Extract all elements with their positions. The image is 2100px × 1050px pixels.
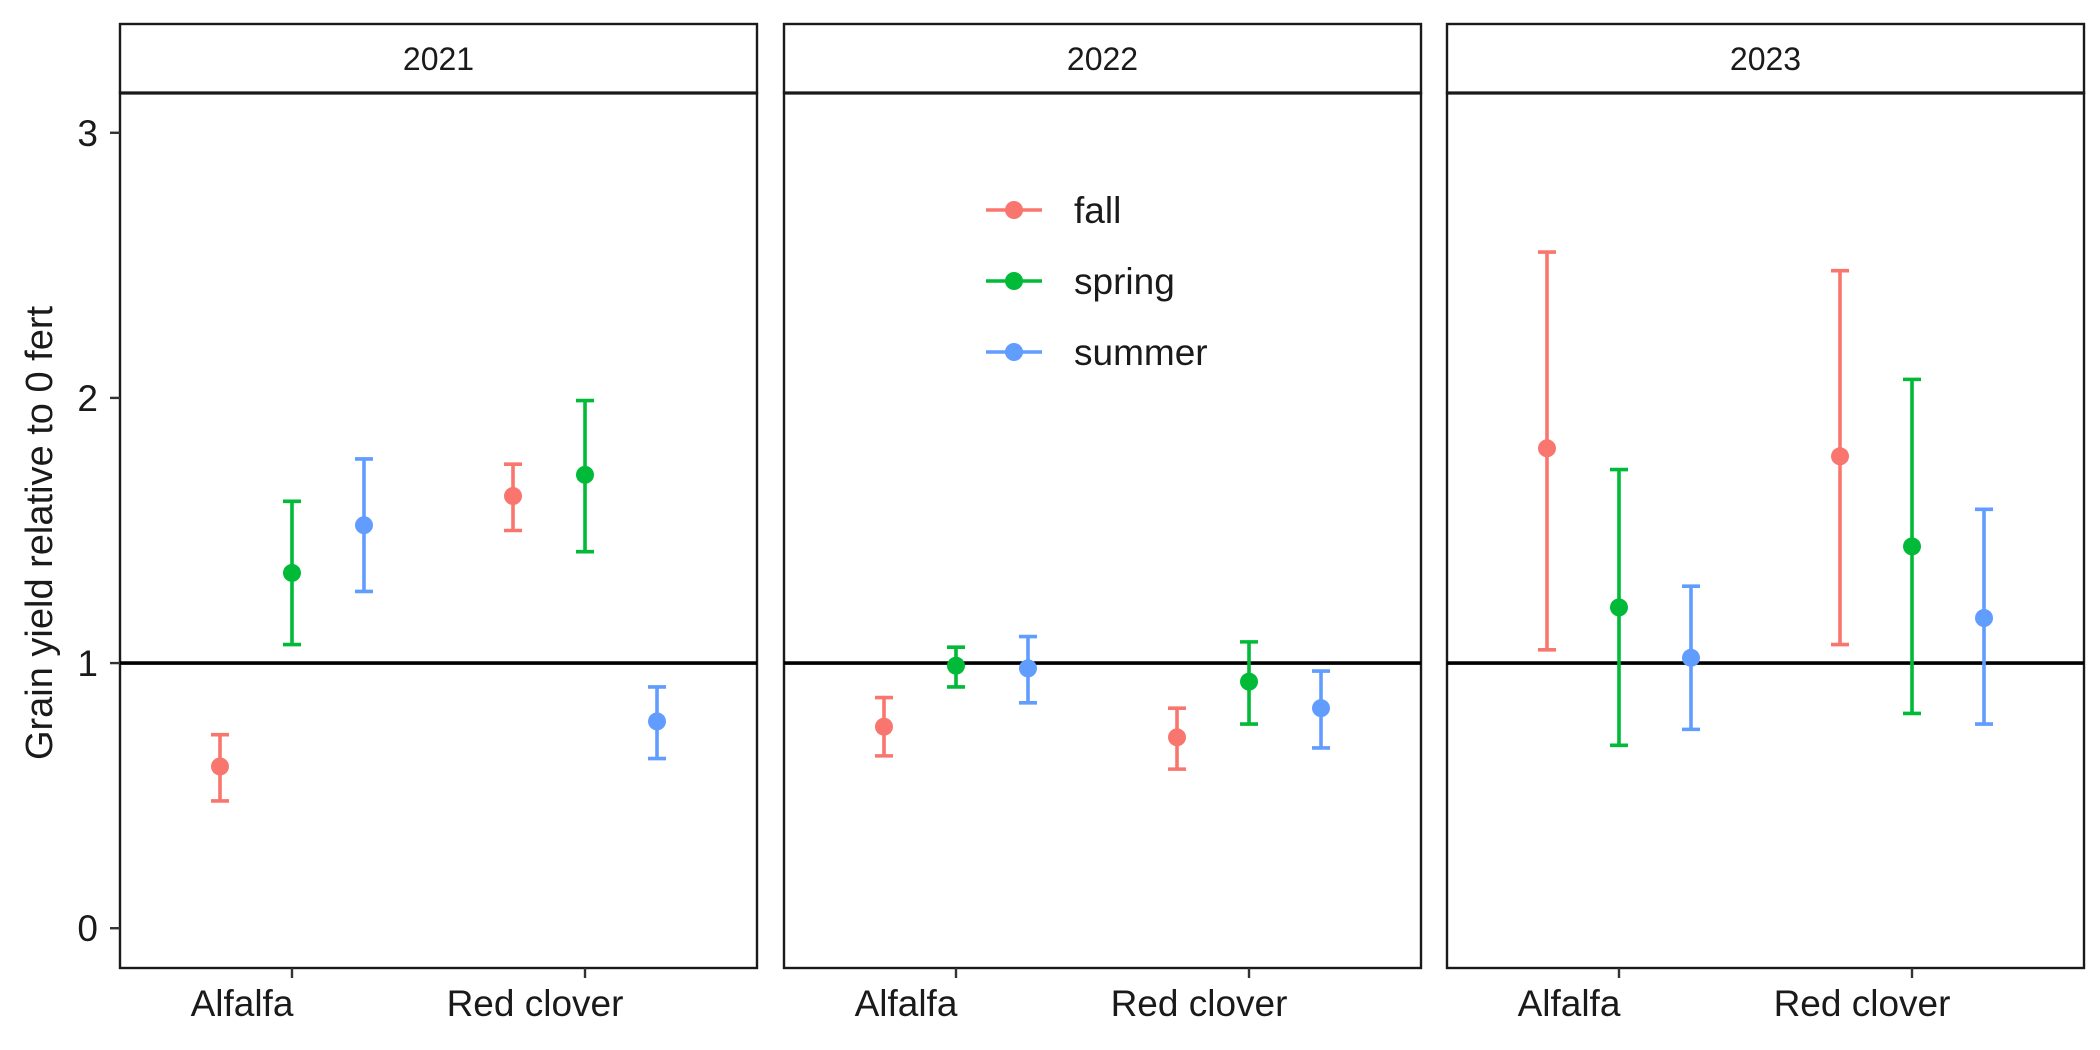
point-marker — [1609, 598, 1628, 617]
panel-border — [1445, 91, 2086, 970]
point-marker — [354, 516, 373, 535]
data-point-spring — [946, 645, 965, 689]
data-point-summer — [648, 685, 667, 761]
point-marker — [946, 656, 965, 675]
data-point-spring — [1903, 377, 1922, 716]
point-marker — [282, 563, 301, 582]
point-marker — [1240, 672, 1259, 691]
legend-key-marker — [1005, 201, 1023, 219]
facet-strip-label: 2022 — [1067, 41, 1138, 77]
legend-key-marker — [1005, 343, 1023, 361]
y-axis: 0 1 2 3 — [77, 113, 120, 949]
point-marker — [648, 712, 667, 731]
x-tick-label: Red clover — [1111, 983, 1288, 1024]
data-point-fall — [504, 462, 523, 533]
y-axis-label: Grain yield relative to 0 fert — [19, 306, 61, 761]
legend-item-fall: fall — [986, 190, 1121, 231]
data-point-spring — [1240, 640, 1259, 726]
data-point-summer — [1312, 669, 1331, 750]
facet-panel-2023: 2023 Alfalfa Red clover — [1445, 22, 2086, 1024]
point-marker — [1312, 699, 1331, 718]
point-marker — [1168, 728, 1187, 747]
point-marker — [1018, 659, 1037, 678]
data-point-fall — [874, 695, 893, 758]
point-marker — [576, 465, 595, 484]
y-tick-label: 1 — [77, 643, 98, 684]
facet-strip — [118, 22, 759, 95]
x-tick-label: Alfalfa — [1518, 983, 1621, 1024]
data-point-spring — [282, 499, 301, 647]
data-point-summer — [1975, 507, 1994, 726]
data-point-fall — [1168, 706, 1187, 771]
panel-border — [118, 91, 759, 970]
data-point-fall — [1831, 268, 1850, 647]
x-tick-label: Red clover — [447, 983, 624, 1024]
point-marker — [874, 717, 893, 736]
legend-key-marker — [1005, 272, 1023, 290]
legend-label: summer — [1074, 332, 1208, 373]
legend-item-spring: spring — [986, 261, 1175, 302]
legend-label: fall — [1074, 190, 1121, 231]
data-point-fall — [1537, 250, 1556, 652]
facet-strip — [1445, 22, 2086, 95]
facet-panel-2022: 2022 Alfalfa Red clover — [782, 22, 1423, 1024]
legend: fall spring summer — [986, 190, 1208, 373]
data-point-spring — [1609, 467, 1628, 748]
y-tick-label: 0 — [77, 908, 98, 949]
x-tick-label: Alfalfa — [191, 983, 294, 1024]
legend-item-summer: summer — [986, 332, 1208, 373]
legend-label: spring — [1074, 261, 1175, 302]
point-marker — [1681, 648, 1700, 667]
data-point-fall — [210, 732, 229, 803]
facet-strip-label: 2023 — [1730, 41, 1801, 77]
data-point-summer — [1681, 584, 1700, 732]
y-tick-label: 2 — [77, 378, 98, 419]
facet-strip-label: 2021 — [403, 41, 474, 77]
panels-layer: 2021 Alfalfa Red clover 2022 Alfalfa Red clov… — [118, 22, 2086, 1024]
data-point-summer — [1018, 634, 1037, 705]
y-tick-label: 3 — [77, 113, 98, 154]
point-marker — [1537, 439, 1556, 458]
point-marker — [1831, 447, 1850, 466]
point-marker — [1975, 609, 1994, 627]
point-marker — [1903, 537, 1922, 556]
x-tick-label: Red clover — [1774, 983, 1951, 1024]
point-marker — [210, 757, 229, 776]
x-tick-label: Alfalfa — [855, 983, 958, 1024]
facet-panel-2021: 2021 Alfalfa Red clover — [118, 22, 759, 1024]
data-point-summer — [354, 457, 373, 594]
data-point-spring — [576, 398, 595, 554]
point-marker — [504, 487, 523, 506]
